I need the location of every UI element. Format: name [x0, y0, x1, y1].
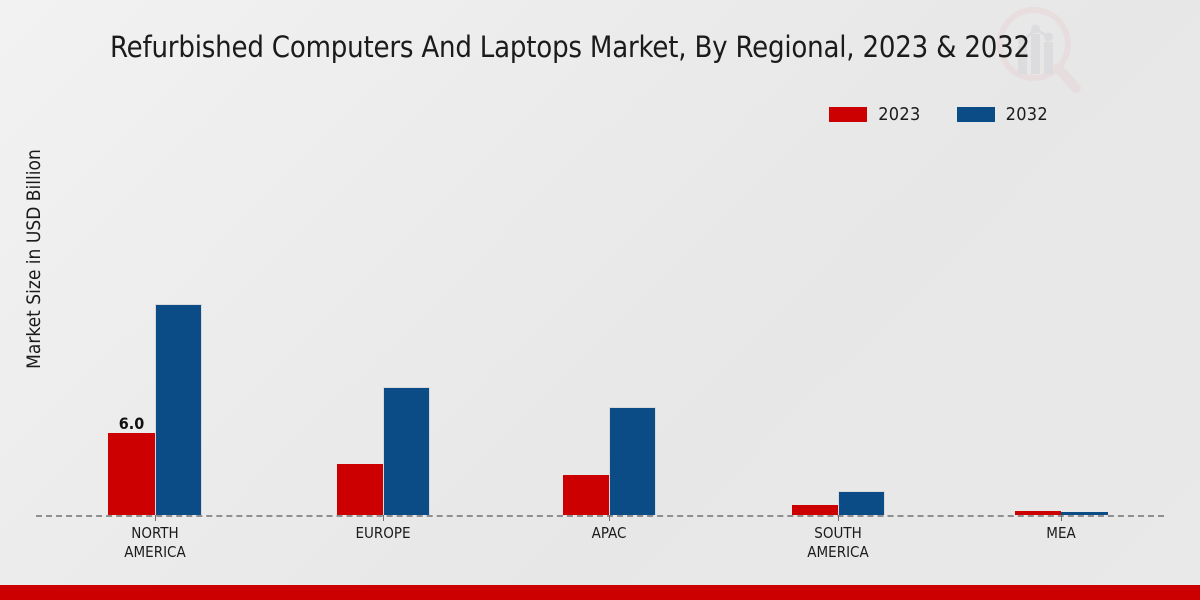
x-label-south-america-line2: AMERICA: [807, 543, 869, 561]
chart-legend: 2023 2032: [829, 104, 1048, 125]
x-label-north-america-line1: NORTH: [131, 524, 179, 542]
y-axis-title: Market Size in USD Billion: [23, 149, 45, 369]
bar-apac-2032[interactable]: [609, 407, 656, 515]
legend-item-2032[interactable]: 2032: [956, 104, 1048, 125]
x-label-mea[interactable]: MEA: [971, 524, 1151, 543]
x-label-apac-line1: APAC: [591, 524, 627, 542]
x-label-south-america-line1: SOUTH: [814, 524, 862, 542]
x-tick-europe: [383, 515, 384, 521]
bar-mea-2023[interactable]: [1015, 511, 1061, 515]
legend-swatch-2032: [956, 107, 995, 122]
x-tick-apac: [609, 515, 610, 521]
x-label-europe[interactable]: EUROPE: [293, 524, 473, 543]
x-label-europe-line1: EUROPE: [355, 524, 411, 542]
x-label-north-america-line2: AMERICA: [124, 543, 186, 561]
bar-europe-2032[interactable]: [383, 387, 430, 515]
bar-north-america-2032[interactable]: [155, 304, 202, 515]
bar-europe-2023[interactable]: [337, 464, 383, 515]
x-label-north-america[interactable]: NORTH AMERICA: [65, 524, 245, 562]
bar-value-north-america-2023: 6.0: [118, 414, 145, 433]
bar-mea-2032[interactable]: [1061, 512, 1108, 515]
x-tick-mea: [1061, 515, 1062, 521]
chart-title: Refurbished Computers And Laptops Market…: [110, 30, 1030, 64]
legend-label-2032: 2032: [1005, 104, 1048, 125]
bottom-accent-bar: [0, 585, 1200, 600]
bar-south-america-2023[interactable]: [792, 505, 838, 515]
bar-apac-2023[interactable]: [563, 475, 609, 515]
x-label-south-america[interactable]: SOUTH AMERICA: [748, 524, 928, 562]
x-label-mea-line1: MEA: [1046, 524, 1076, 542]
x-tick-south-america: [838, 515, 839, 521]
x-axis-baseline: [36, 515, 1164, 517]
legend-item-2023[interactable]: 2023: [829, 104, 920, 125]
legend-label-2023: 2023: [878, 104, 921, 125]
x-label-apac[interactable]: APAC: [519, 524, 699, 543]
x-tick-north-america: [155, 515, 156, 521]
legend-swatch-2023: [829, 107, 868, 122]
bar-south-america-2032[interactable]: [838, 491, 885, 515]
bar-north-america-2023[interactable]: 6.0: [108, 414, 155, 515]
